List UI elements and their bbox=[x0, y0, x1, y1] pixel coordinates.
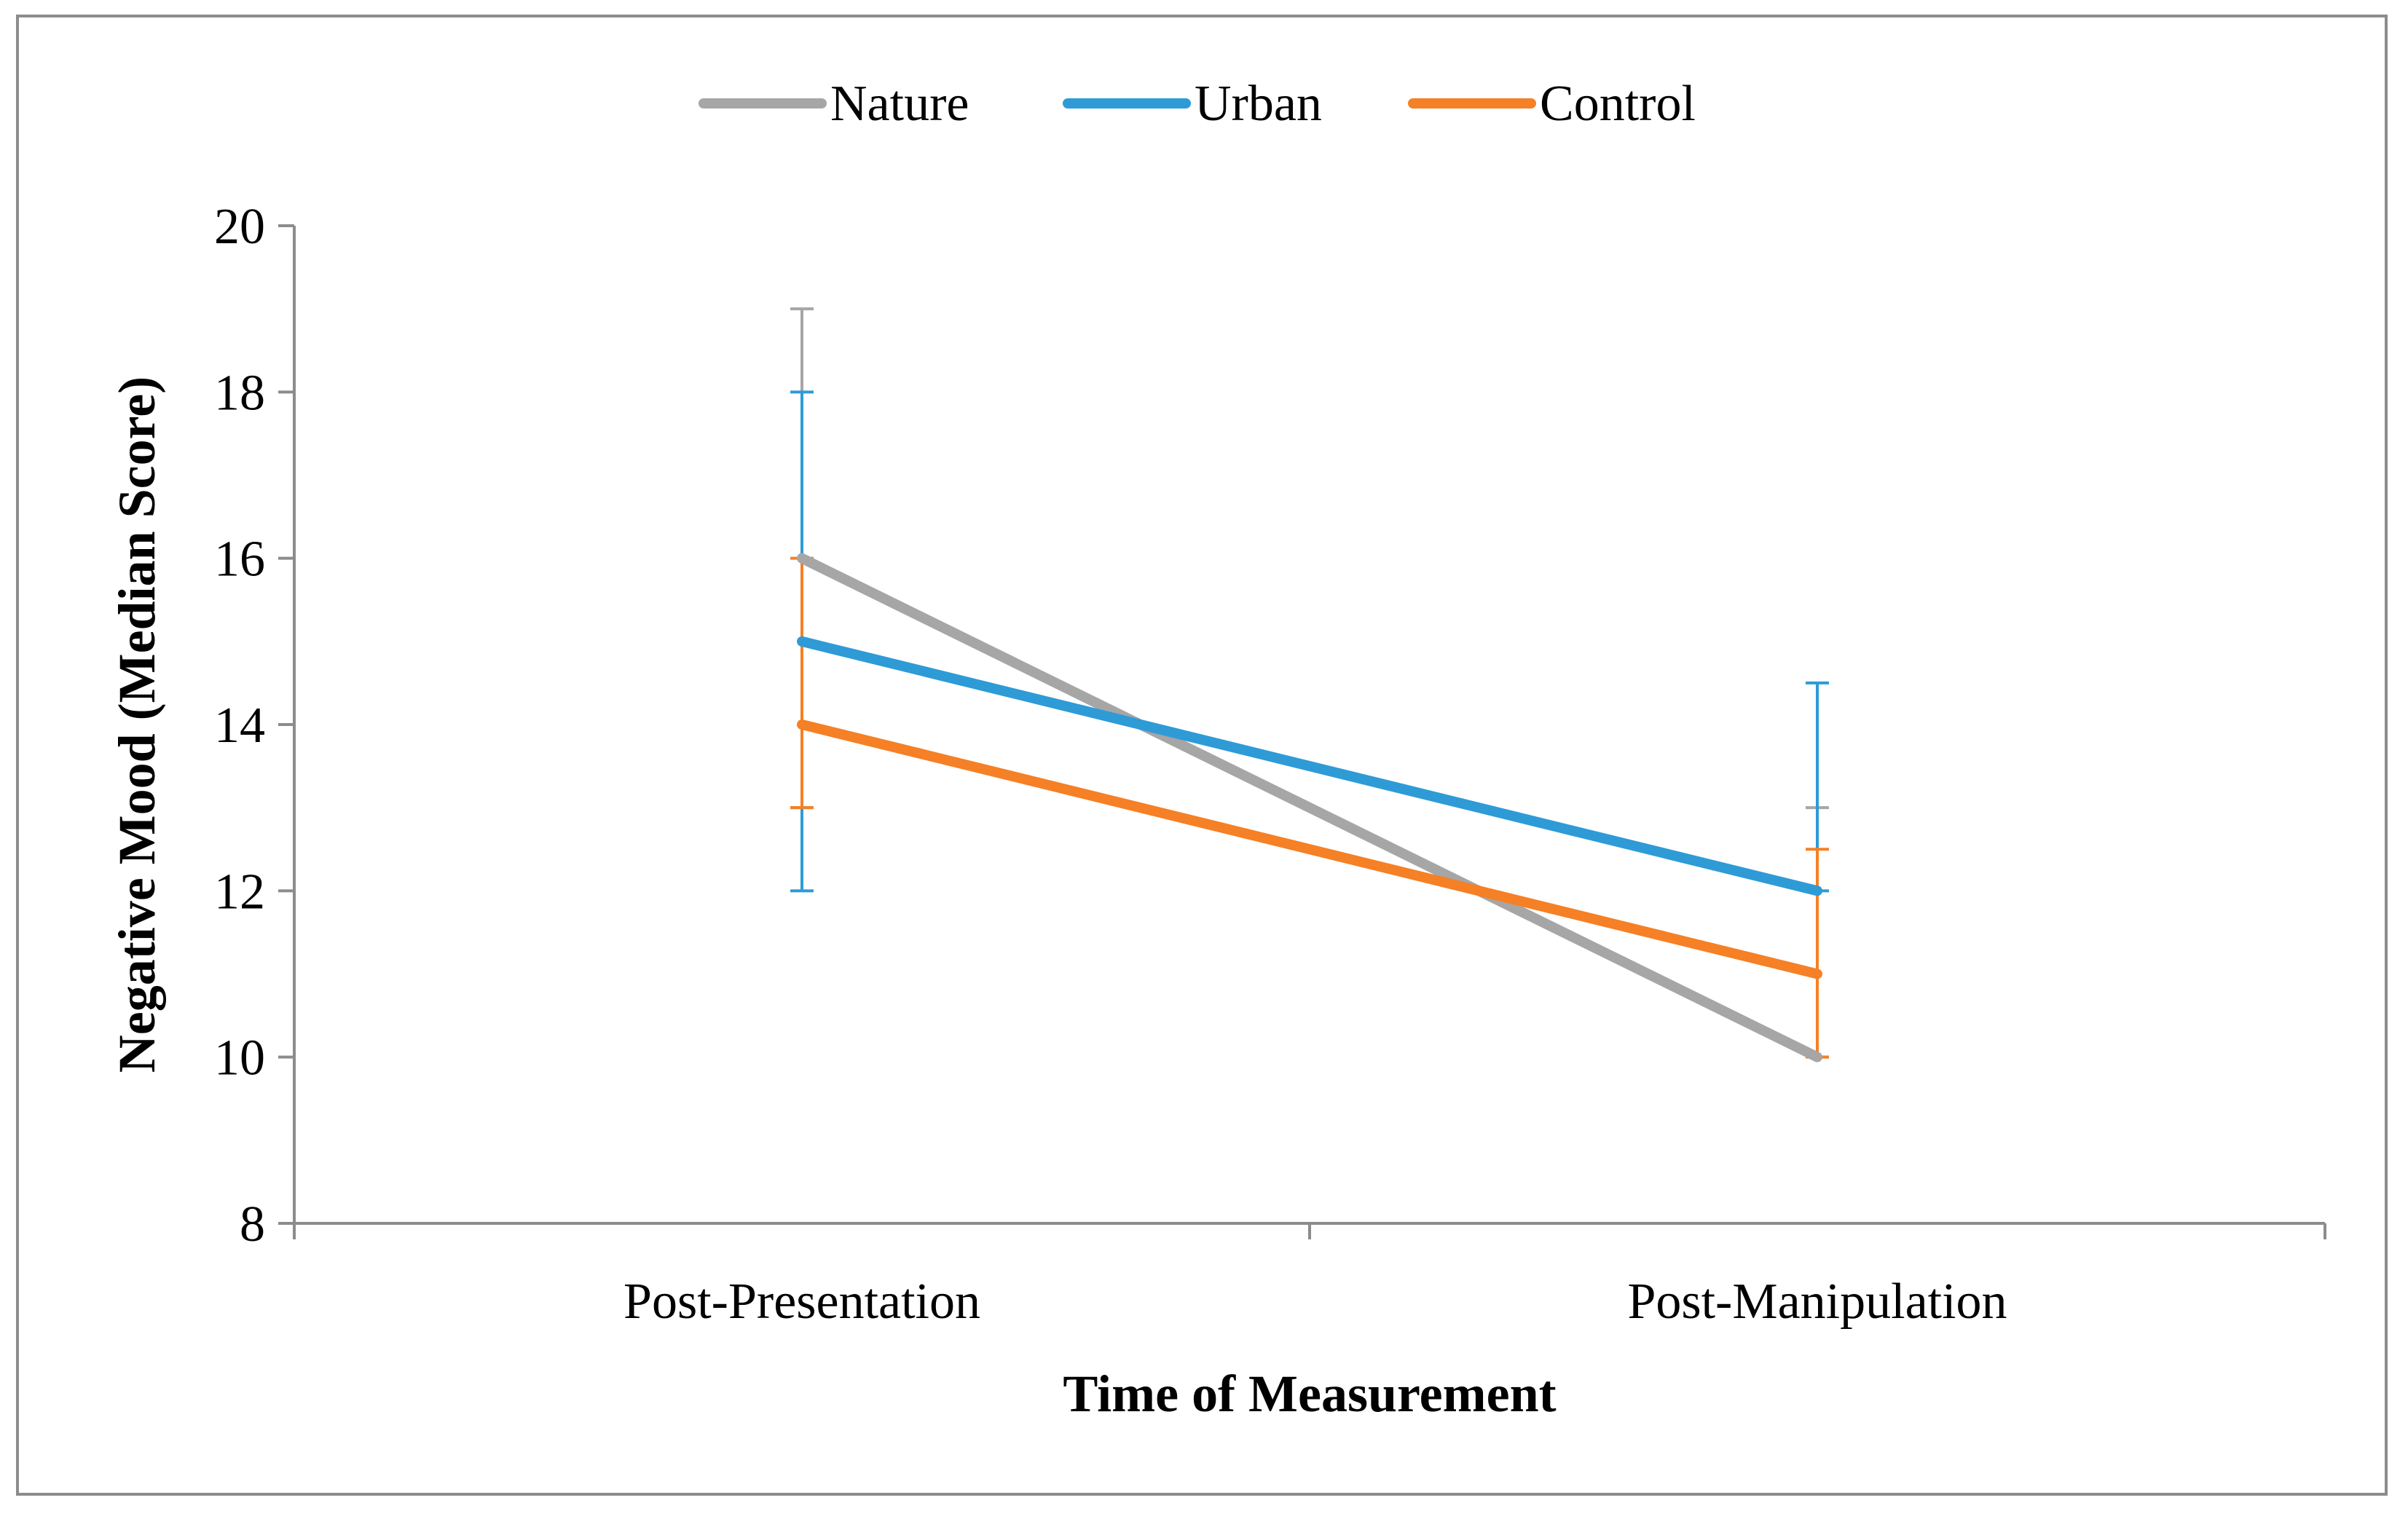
x-tick-label: Post-Manipulation bbox=[1627, 1274, 2007, 1330]
y-tick-label: 10 bbox=[214, 1030, 265, 1086]
legend-label-urban: Urban bbox=[1195, 76, 1322, 132]
series-line-control bbox=[797, 719, 1822, 979]
y-axis-title: Negative Mood (Median Score) bbox=[108, 376, 166, 1073]
legend: Nature Urban Control bbox=[699, 76, 1696, 132]
y-tick-label: 16 bbox=[214, 532, 265, 588]
y-tick-label: 12 bbox=[214, 864, 265, 920]
y-tick-label: 20 bbox=[214, 199, 265, 255]
x-tick-label: Post-Presentation bbox=[623, 1274, 980, 1330]
y-tick-label: 8 bbox=[240, 1196, 265, 1252]
series-lines bbox=[797, 553, 1822, 1062]
y-tick-label: 18 bbox=[214, 365, 265, 421]
legend-item-urban: Urban bbox=[1063, 76, 1322, 132]
series-line-nature bbox=[797, 553, 1822, 1062]
y-tick-label: 14 bbox=[214, 698, 265, 754]
x-axis-title: Time of Measurement bbox=[1063, 1365, 1556, 1423]
legend-label-nature: Nature bbox=[830, 76, 969, 132]
x-axis-ticks: Post-Presentation Post-Manipulation bbox=[293, 1223, 2326, 1330]
error-bars bbox=[790, 307, 1829, 1059]
y-axis-ticks: 8 10 12 14 16 18 20 bbox=[214, 199, 294, 1252]
legend-item-control: Control bbox=[1408, 76, 1696, 132]
series-line-urban bbox=[797, 636, 1822, 896]
legend-item-nature: Nature bbox=[699, 76, 969, 132]
legend-label-control: Control bbox=[1540, 76, 1696, 132]
